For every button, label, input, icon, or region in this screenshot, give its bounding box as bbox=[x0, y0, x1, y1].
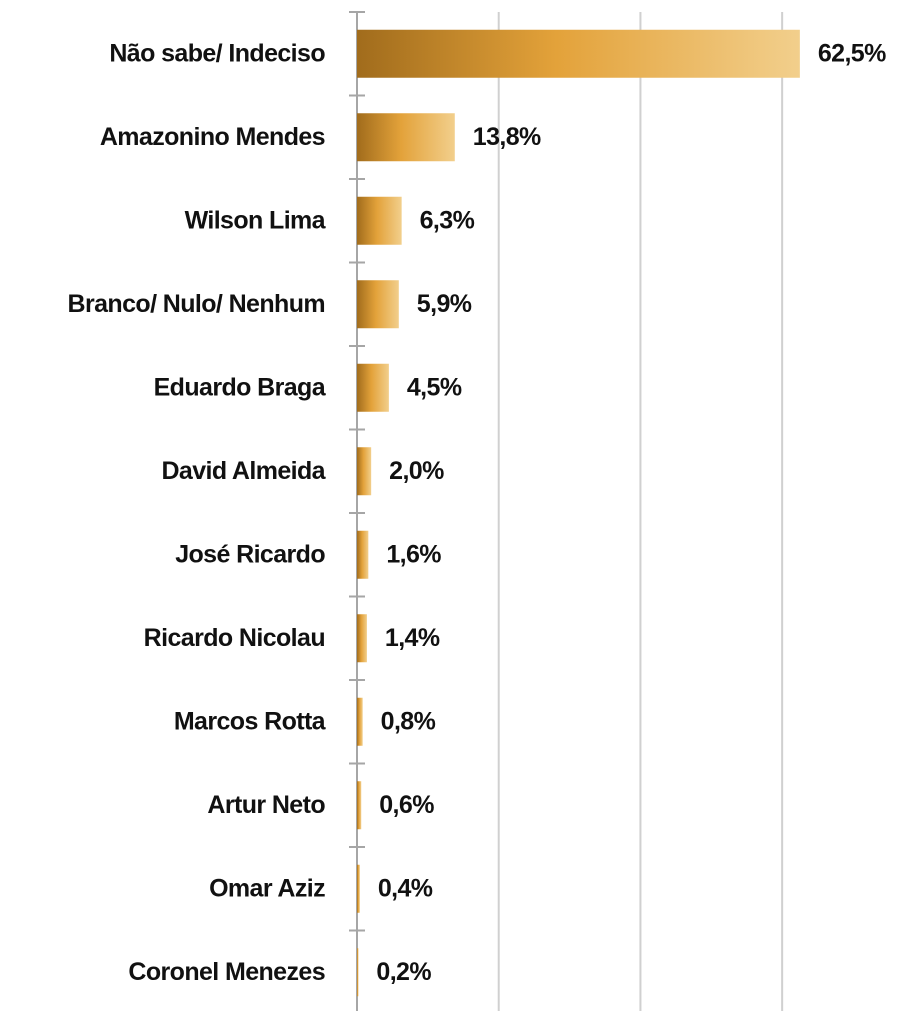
bar bbox=[357, 196, 402, 245]
bar bbox=[357, 280, 399, 329]
bar bbox=[357, 363, 389, 412]
bar bbox=[357, 29, 800, 78]
category-label: Omar Aziz bbox=[209, 874, 325, 902]
category-label: Branco/ Nulo/ Nenhum bbox=[68, 290, 325, 318]
value-label: 13,8% bbox=[473, 123, 541, 151]
value-label: 62,5% bbox=[818, 39, 886, 67]
category-label: Wilson Lima bbox=[185, 206, 327, 234]
value-label: 0,4% bbox=[378, 874, 433, 902]
bar bbox=[357, 530, 369, 579]
category-label: José Ricardo bbox=[175, 540, 325, 568]
category-label: David Almeida bbox=[161, 457, 326, 485]
bar bbox=[357, 447, 372, 496]
bar bbox=[357, 697, 363, 746]
category-label: Ricardo Nicolau bbox=[144, 624, 325, 652]
bar bbox=[357, 781, 362, 830]
bar bbox=[357, 864, 360, 913]
value-label: 0,6% bbox=[379, 791, 434, 819]
value-label: 1,4% bbox=[385, 624, 440, 652]
value-label: 6,3% bbox=[420, 206, 475, 234]
value-label: 2,0% bbox=[389, 457, 444, 485]
value-label: 4,5% bbox=[407, 373, 462, 401]
category-label: Eduardo Braga bbox=[154, 373, 327, 401]
category-label: Não sabe/ Indeciso bbox=[109, 39, 325, 67]
category-label: Amazonino Mendes bbox=[100, 123, 325, 151]
value-label: 1,6% bbox=[386, 540, 441, 568]
value-label: 0,8% bbox=[381, 707, 436, 735]
category-label: Coronel Menezes bbox=[128, 958, 325, 986]
bar bbox=[357, 614, 367, 663]
category-label: Marcos Rotta bbox=[174, 707, 327, 735]
bar bbox=[357, 948, 359, 997]
value-label: 5,9% bbox=[417, 290, 472, 318]
category-label: Artur Neto bbox=[207, 791, 325, 819]
bar bbox=[357, 113, 455, 162]
value-label: 0,2% bbox=[376, 958, 431, 986]
